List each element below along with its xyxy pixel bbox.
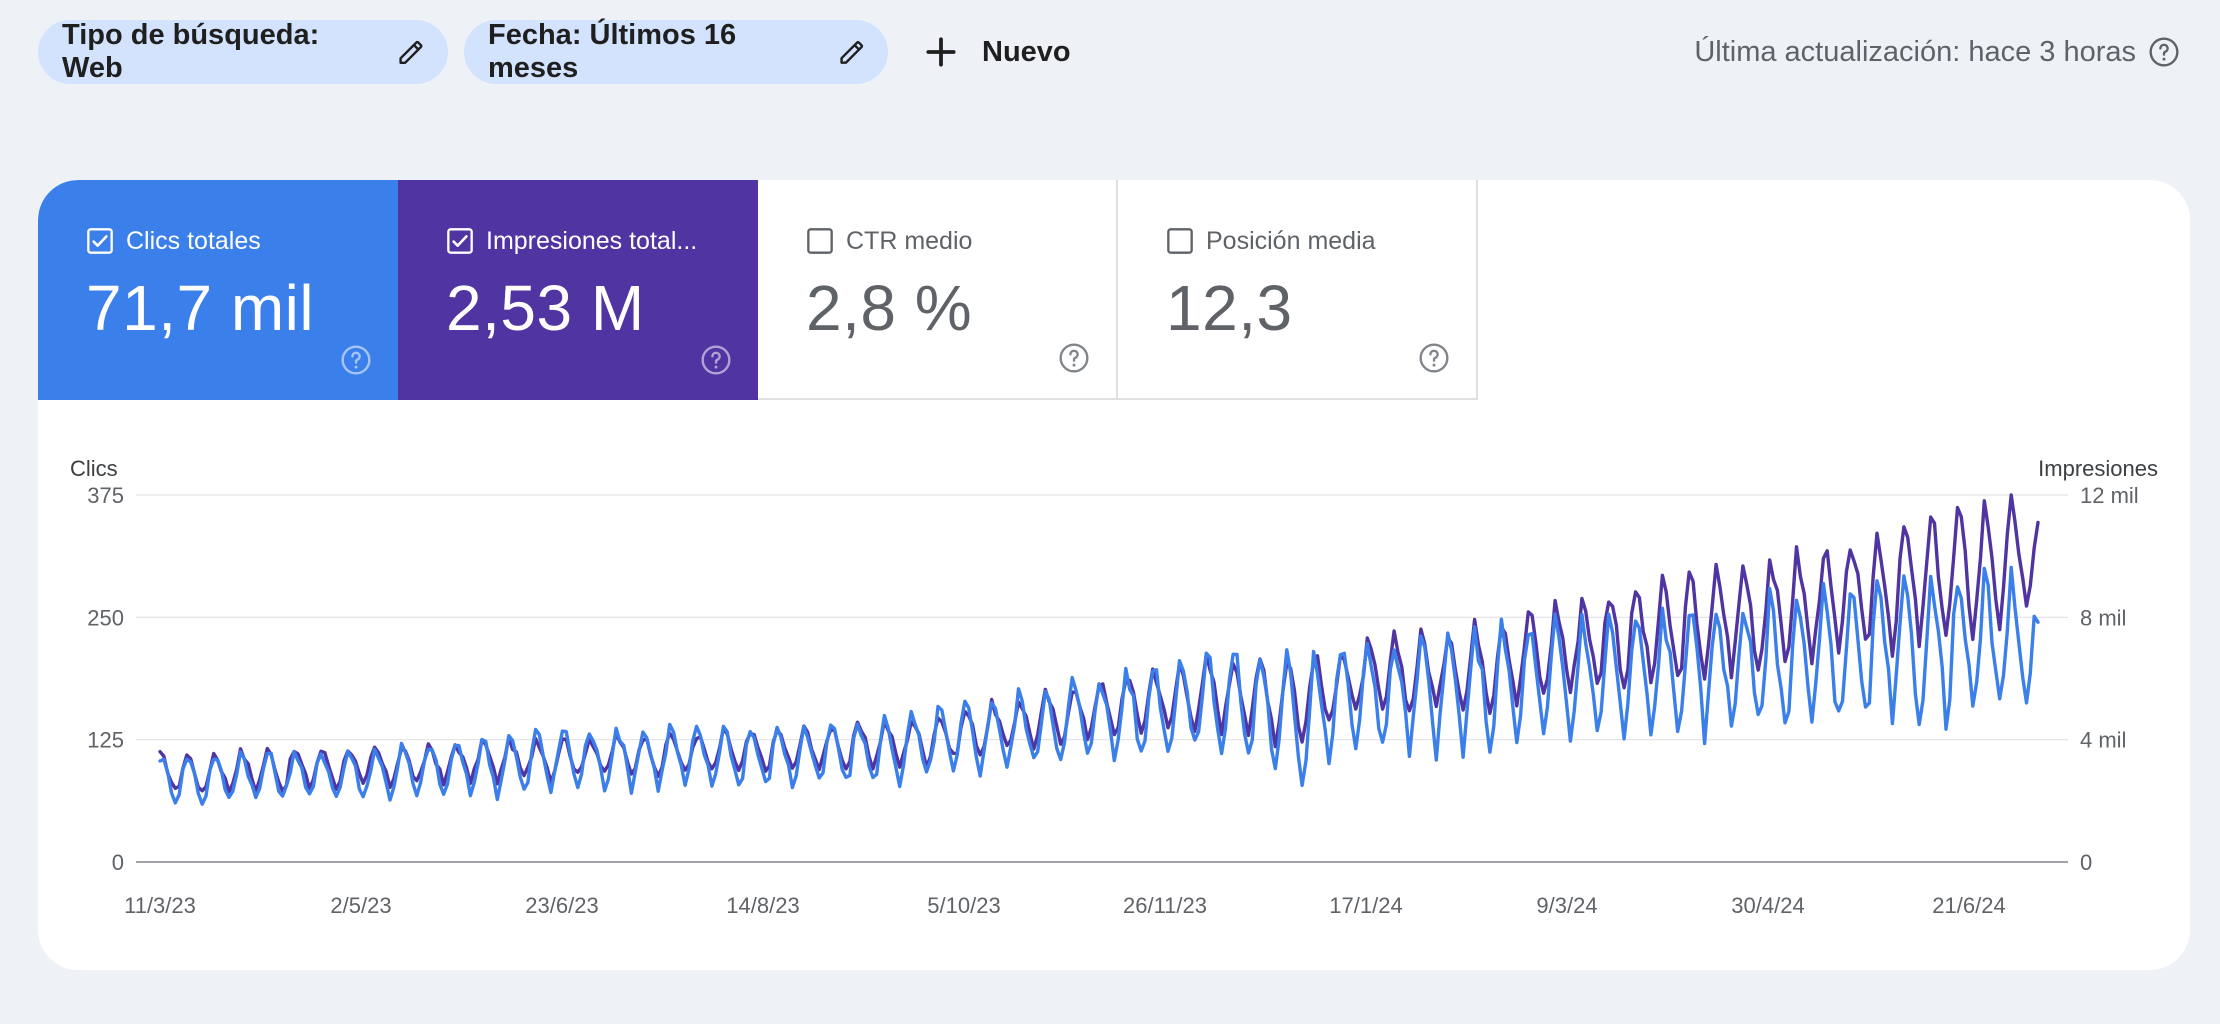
metric-tabs: Clics totales 71,7 mil Impresiones total… [38, 180, 1478, 400]
metric-value: 71,7 mil [86, 272, 315, 344]
metric-tab-total-clicks[interactable]: Clics totales 71,7 mil [38, 180, 398, 400]
metric-tab-average-ctr[interactable]: CTR medio 2,8 % [758, 180, 1118, 400]
x-axis-tick-label: 21/6/24 [1932, 893, 2005, 918]
performance-card: Clics totales 71,7 mil Impresiones total… [38, 180, 2190, 970]
help-icon[interactable] [700, 344, 732, 376]
edit-pencil-icon[interactable] [397, 37, 426, 67]
checkbox-unchecked-icon[interactable] [806, 227, 834, 255]
edit-pencil-icon[interactable] [838, 37, 866, 67]
metric-label: CTR medio [846, 226, 973, 255]
x-axis-tick-label: 11/3/23 [124, 893, 196, 918]
x-axis-tick-label: 17/1/24 [1329, 893, 1402, 918]
new-filter-label: Nuevo [982, 35, 1071, 68]
metric-value: 2,8 % [806, 272, 973, 344]
help-icon[interactable] [340, 344, 372, 376]
new-filter-button[interactable]: Nuevo [922, 20, 1071, 84]
series-line-clicks [158, 565, 2040, 806]
right-axis-tick-label: 12 mil [2080, 483, 2139, 508]
x-axis-tick-label: 5/10/23 [927, 893, 1000, 918]
help-icon[interactable] [1058, 342, 1090, 374]
metric-label: Posición media [1206, 226, 1376, 255]
left-axis-tick-label: 125 [87, 728, 124, 753]
date-filter-label: Fecha: Últimos 16 meses [488, 19, 737, 84]
date-filter-chip[interactable]: Fecha: Últimos 16 meses [464, 19, 888, 84]
left-axis-title: Clics [70, 456, 118, 481]
x-axis-tick-label: 14/8/23 [726, 893, 799, 918]
metric-label: Impresiones total... [486, 226, 698, 255]
metric-value: 2,53 M [446, 272, 645, 344]
left-axis-tick-label: 0 [112, 850, 124, 875]
checkbox-checked-icon[interactable] [446, 227, 474, 255]
help-icon[interactable] [2148, 36, 2180, 68]
performance-chart[interactable]: Clics Impresiones 0 0 125 4 mil 250 8 mil 375 12 … [38, 400, 2190, 970]
metric-tab-average-position[interactable]: Posición media 12,3 [1118, 180, 1478, 400]
search-type-filter-label: Tipo de búsqueda: Web [62, 19, 320, 84]
x-axis-tick-label: 9/3/24 [1536, 893, 1597, 918]
right-axis-tick-label: 8 mil [2080, 605, 2126, 630]
last-update-text: Última actualización: hace 3 horas [1694, 35, 2136, 68]
checkbox-checked-icon[interactable] [86, 227, 114, 255]
right-axis-tick-label: 0 [2080, 850, 2092, 875]
left-axis-tick-label: 375 [87, 483, 124, 508]
series-line-impressions [158, 493, 2040, 794]
x-axis-tick-label: 23/6/23 [525, 893, 598, 918]
metric-label: Clics totales [126, 226, 261, 255]
right-axis-tick-label: 4 mil [2080, 728, 2126, 753]
last-update-status: Última actualización: hace 3 horas [1694, 20, 2180, 84]
checkbox-unchecked-icon[interactable] [1166, 227, 1194, 255]
right-axis-title: Impresiones [2038, 456, 2158, 481]
metric-tab-total-impressions[interactable]: Impresiones total... 2,53 M [398, 180, 758, 400]
search-type-filter-chip[interactable]: Tipo de búsqueda: Web [38, 19, 448, 84]
plus-icon [926, 37, 956, 67]
left-axis-tick-label: 250 [87, 605, 124, 630]
x-axis-tick-label: 30/4/24 [1731, 893, 1804, 918]
help-icon[interactable] [1418, 342, 1450, 374]
metric-value: 12,3 [1166, 272, 1293, 344]
x-axis-tick-label: 26/11/23 [1123, 893, 1207, 918]
x-axis-tick-label: 2/5/23 [330, 893, 391, 918]
